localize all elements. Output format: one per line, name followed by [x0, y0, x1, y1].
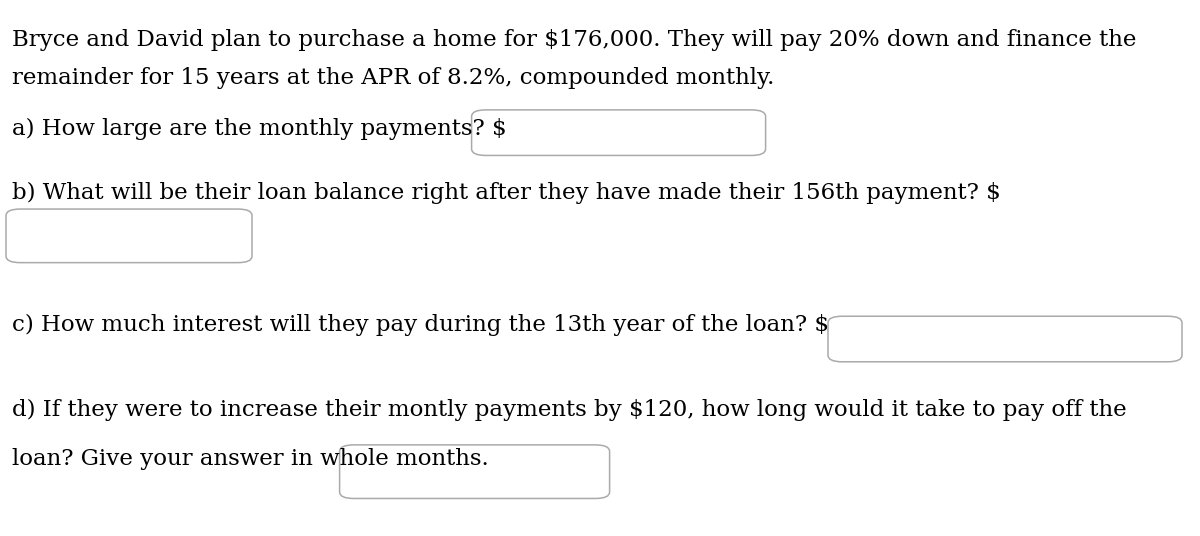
- FancyBboxPatch shape: [340, 445, 610, 498]
- Text: d) If they were to increase their montly payments by $120, how long would it tak: d) If they were to increase their montly…: [12, 399, 1127, 421]
- Text: c) How much interest will they pay during the 13th year of the loan? $: c) How much interest will they pay durin…: [12, 314, 829, 336]
- FancyBboxPatch shape: [6, 209, 252, 263]
- Text: Bryce and David plan to purchase a home for $176,000. They will pay 20% down and: Bryce and David plan to purchase a home …: [12, 29, 1136, 51]
- FancyBboxPatch shape: [472, 110, 766, 155]
- Text: a) How large are the monthly payments? $: a) How large are the monthly payments? $: [12, 118, 506, 140]
- Text: b) What will be their loan balance right after they have made their 156th paymen: b) What will be their loan balance right…: [12, 182, 1001, 204]
- FancyBboxPatch shape: [828, 316, 1182, 362]
- Text: loan? Give your answer in whole months.: loan? Give your answer in whole months.: [12, 448, 488, 470]
- Text: remainder for 15 years at the APR of 8.2%, compounded monthly.: remainder for 15 years at the APR of 8.2…: [12, 67, 774, 89]
